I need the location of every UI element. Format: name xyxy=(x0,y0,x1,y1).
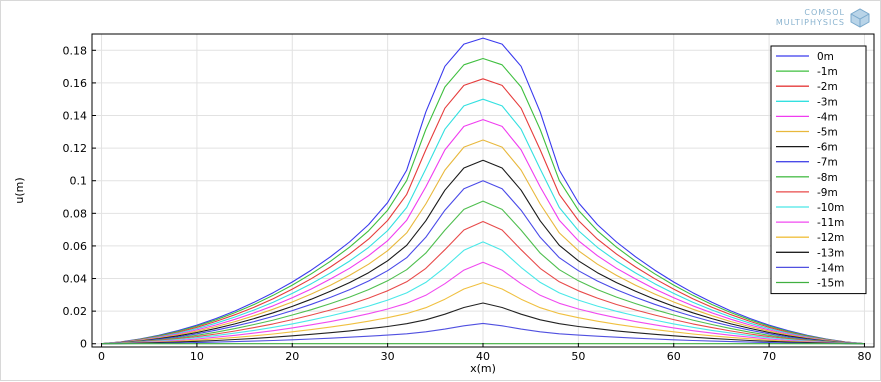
x-tick-label: 40 xyxy=(476,350,490,363)
y-tick-label: 0.02 xyxy=(63,305,88,318)
series-line-1 xyxy=(101,57,865,345)
legend-label-2: -2m xyxy=(817,81,838,93)
x-tick-label: 0 xyxy=(98,350,105,363)
y-tick-label: 0.06 xyxy=(63,240,88,253)
legend-label-1: -1m xyxy=(817,66,838,78)
x-tick-label: 10 xyxy=(190,350,204,363)
y-tick-label: 0.18 xyxy=(63,44,88,57)
legend-label-13: -13m xyxy=(817,247,844,259)
comsol-logo: COMSOL MULTIPHYSICS xyxy=(741,6,871,32)
x-tick-label: 70 xyxy=(762,350,776,363)
series-line-3 xyxy=(101,98,865,345)
y-tick-label: 0.16 xyxy=(63,77,88,90)
logo-line2: MULTIPHYSICS xyxy=(775,18,845,27)
legend-label-9: -9m xyxy=(817,187,838,199)
series-line-10 xyxy=(101,241,865,345)
legend-label-12: -12m xyxy=(817,232,844,244)
series-line-14 xyxy=(101,322,865,345)
x-tick-label: 50 xyxy=(571,350,585,363)
x-tick-label: 20 xyxy=(285,350,299,363)
legend-label-5: -5m xyxy=(817,127,838,139)
legend-label-11: -11m xyxy=(817,217,844,229)
legend-label-3: -3m xyxy=(817,96,838,108)
y-tick-label: 0.08 xyxy=(63,207,88,220)
y-tick-label: 0 xyxy=(80,338,87,351)
legend-label-4: -4m xyxy=(817,111,838,123)
legend-label-8: -8m xyxy=(817,172,838,184)
series-line-11 xyxy=(101,261,865,345)
series-line-5 xyxy=(101,139,865,345)
logo-line1: COMSOL xyxy=(804,8,845,17)
x-tick-label: 30 xyxy=(381,350,395,363)
logo-mark-icon xyxy=(850,8,870,28)
y-tick-label: 0.04 xyxy=(63,273,88,286)
legend-label-7: -7m xyxy=(817,157,838,169)
y-axis-title: u(m) xyxy=(13,177,26,203)
x-tick-label: 60 xyxy=(667,350,681,363)
series-line-13 xyxy=(101,302,865,345)
series-line-8 xyxy=(101,200,865,345)
series-line-9 xyxy=(101,220,865,345)
legend-label-0: 0m xyxy=(817,51,834,63)
y-tick-label: 0.14 xyxy=(63,110,88,123)
legend-label-14: -14m xyxy=(817,262,844,274)
y-tick-label: 0.12 xyxy=(63,142,88,155)
series-line-2 xyxy=(101,78,865,345)
legend-label-15: -15m xyxy=(817,278,844,290)
x-tick-label: 80 xyxy=(857,350,871,363)
y-tick-label: 0.1 xyxy=(70,175,88,188)
legend-label-10: -10m xyxy=(817,202,844,214)
series-line-4 xyxy=(101,119,865,345)
x-axis-title: x(m) xyxy=(470,362,496,375)
series-line-6 xyxy=(101,159,865,345)
series-line-0 xyxy=(101,37,865,345)
legend-label-6: -6m xyxy=(817,142,838,154)
series-line-7 xyxy=(101,180,865,345)
series-line-12 xyxy=(101,282,865,345)
